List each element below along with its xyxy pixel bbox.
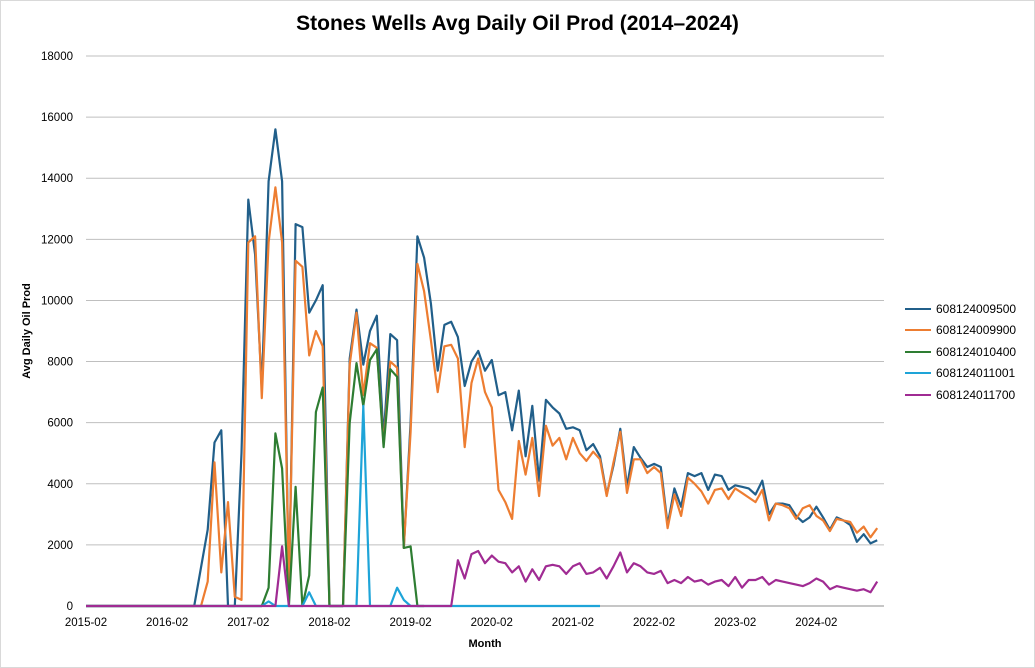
legend-label: 608124011001 (936, 366, 1016, 381)
x-tick-label: 2020-02 (471, 617, 513, 629)
legend-swatch (905, 350, 931, 353)
legend-label: 608124009500 (936, 301, 1017, 316)
legend-swatch (905, 372, 931, 375)
x-tick-label: 2016-02 (146, 617, 188, 629)
legend-label: 608124010400 (936, 344, 1017, 359)
x-tick-label: 2023-02 (714, 617, 756, 629)
y-tick-label: 16000 (41, 112, 73, 124)
x-axis-title: Month (469, 638, 502, 650)
y-axis-title: Avg Daily Oil Prod (21, 283, 33, 379)
y-tick-label: 14000 (41, 173, 73, 185)
legend-item: 608124009900 (905, 320, 1016, 342)
legend-label: 608124009900 (936, 323, 1017, 338)
y-tick-label: 6000 (47, 418, 73, 430)
legend-item: 608124009500 (905, 298, 1016, 320)
legend-item: 608124011001 (905, 363, 1016, 385)
series-line-608124009500 (86, 128, 878, 608)
legend-item: 608124010400 (905, 341, 1016, 363)
legend-swatch (905, 393, 931, 396)
y-tick-label: 12000 (41, 234, 73, 246)
x-tick-label: 2015-02 (65, 617, 107, 629)
chart-legend: 608124009500 608124009900 608124010400 6081… (905, 298, 1016, 406)
y-tick-label: 2000 (47, 540, 73, 552)
series-line-608124010400 (86, 348, 425, 608)
y-tick-label: 4000 (47, 479, 73, 491)
y-tick-label: 10000 (41, 295, 73, 307)
y-tick-label: 0 (67, 601, 73, 613)
y-tick-label: 18000 (41, 51, 73, 63)
chart-title: Stones Wells Avg Daily Oil Prod (2014–20… (296, 12, 739, 35)
series-line-608124009900 (86, 186, 879, 608)
x-tick-label: 2021-02 (552, 617, 594, 629)
legend-swatch (905, 307, 931, 310)
legend-swatch (905, 329, 931, 332)
legend-label: 608124011700 (936, 387, 1016, 402)
legend-item: 608124011700 (905, 384, 1016, 406)
x-tick-label: 2022-02 (633, 617, 675, 629)
x-tick-label: 2019-02 (390, 617, 432, 629)
x-tick-label: 2024-02 (795, 617, 837, 629)
y-tick-label: 8000 (47, 357, 73, 369)
x-tick-label: 2018-02 (308, 617, 350, 629)
x-tick-label: 2017-02 (227, 617, 269, 629)
series-line-608124011700 (86, 545, 879, 608)
